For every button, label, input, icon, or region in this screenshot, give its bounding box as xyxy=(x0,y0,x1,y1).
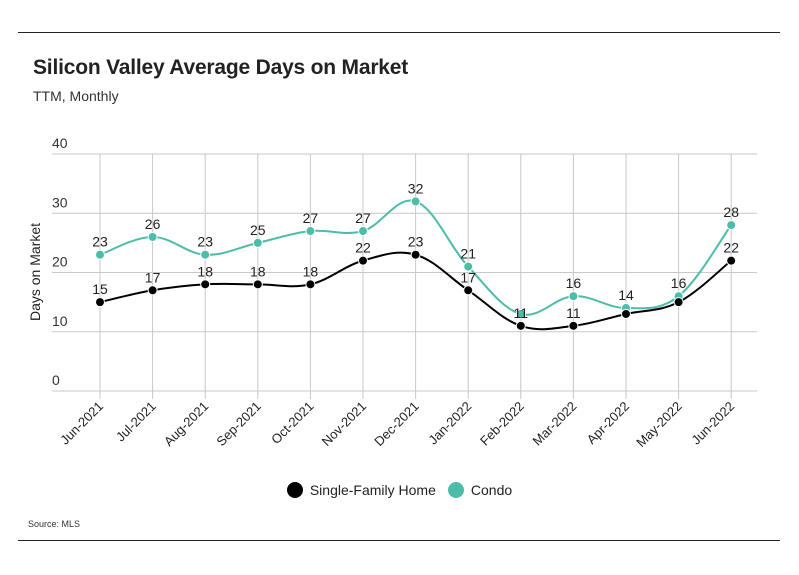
data-label-condo: 21 xyxy=(460,246,476,262)
chart-subtitle: TTM, Monthly xyxy=(33,88,119,104)
data-label-single-family: 17 xyxy=(460,269,476,285)
data-label-condo: 14 xyxy=(618,287,634,303)
x-tick-label: May-2022 xyxy=(633,399,684,450)
x-tick-label: Feb-2022 xyxy=(477,399,527,449)
x-tick-label: Mar-2022 xyxy=(530,399,580,449)
data-point-condo xyxy=(358,226,368,237)
data-point-condo xyxy=(252,237,263,248)
data-label-single-family: 15 xyxy=(92,281,108,297)
x-tick-label: Jan-2022 xyxy=(425,399,474,448)
data-label-condo: 27 xyxy=(303,210,319,226)
data-point-single-family xyxy=(463,285,474,296)
x-tick-label: Dec-2021 xyxy=(371,399,421,449)
data-label-condo: 25 xyxy=(250,222,266,238)
legend-swatch-single-family xyxy=(286,482,303,498)
data-label-condo: 26 xyxy=(145,216,161,232)
source-note: Source: MLS xyxy=(28,519,81,529)
data-point-condo xyxy=(463,261,474,272)
data-point-single-family xyxy=(200,279,211,290)
x-tick-label: Sep-2021 xyxy=(213,399,263,449)
data-label-condo: 32 xyxy=(408,180,424,196)
data-label-single-family: 18 xyxy=(197,263,213,279)
y-tick-label: 20 xyxy=(52,254,68,270)
data-point-condo xyxy=(726,220,737,231)
data-label-single-family: 23 xyxy=(408,234,424,250)
data-point-single-family xyxy=(568,320,579,331)
y-tick-label: 0 xyxy=(52,372,60,388)
x-tick-label: Oct-2021 xyxy=(268,399,316,447)
data-label-single-family: 22 xyxy=(355,240,371,256)
data-label-single-family: 18 xyxy=(303,263,319,279)
data-label-single-family: 22 xyxy=(723,240,739,256)
y-axis-label: Days on Market xyxy=(27,223,43,321)
data-point-condo xyxy=(200,249,211,260)
legend-label-single-family: Single-Family Home xyxy=(309,482,436,498)
legend-item-condo[interactable]: Condo xyxy=(447,482,513,498)
data-point-single-family xyxy=(410,249,421,260)
legend-item-single-family[interactable]: Single-Family Home xyxy=(286,482,436,498)
x-tick-label: Jun-2021 xyxy=(57,399,106,448)
legend: Single-Family Home Condo xyxy=(0,482,799,498)
data-label-condo: 23 xyxy=(92,234,108,250)
data-point-condo xyxy=(147,231,158,242)
data-point-single-family xyxy=(305,279,316,290)
data-label-single-family: 17 xyxy=(145,269,161,285)
y-tick-label: 40 xyxy=(52,135,68,151)
y-tick-label: 10 xyxy=(52,313,68,329)
top-rule xyxy=(18,32,780,33)
data-point-single-family xyxy=(673,297,684,308)
data-label-condo: 23 xyxy=(197,234,213,250)
data-label-condo: 27 xyxy=(355,210,371,226)
x-tick-label: Jun-2022 xyxy=(688,399,737,448)
data-label-single-family: 18 xyxy=(250,263,266,279)
x-tick-label: Apr-2022 xyxy=(584,399,632,447)
legend-label-condo: Condo xyxy=(470,482,513,498)
x-tick-label: Nov-2021 xyxy=(319,399,369,449)
chart-title: Silicon Valley Average Days on Market xyxy=(33,56,409,79)
x-tick-label: Aug-2021 xyxy=(161,399,211,449)
y-tick-label: 30 xyxy=(52,194,68,210)
data-point-condo xyxy=(305,226,316,237)
data-point-single-family xyxy=(95,297,105,308)
data-label-condo: 16 xyxy=(671,275,687,291)
legend-swatch-condo xyxy=(447,482,464,498)
data-point-single-family xyxy=(358,255,368,266)
data-label-condo: 28 xyxy=(723,204,739,220)
data-label-single-family: 11 xyxy=(514,305,529,321)
data-label-single-family: 11 xyxy=(566,305,581,321)
data-point-single-family xyxy=(515,320,526,331)
data-point-condo xyxy=(568,291,579,302)
data-point-condo xyxy=(95,249,105,260)
bottom-rule xyxy=(18,540,780,541)
data-label-condo: 16 xyxy=(566,275,582,291)
data-point-single-family xyxy=(621,308,631,319)
data-point-condo xyxy=(410,196,421,207)
data-point-condo xyxy=(515,308,526,319)
data-point-single-family xyxy=(726,255,737,266)
data-point-single-family xyxy=(252,279,263,290)
x-tick-label: Jul-2021 xyxy=(113,399,159,445)
data-point-single-family xyxy=(147,285,158,296)
